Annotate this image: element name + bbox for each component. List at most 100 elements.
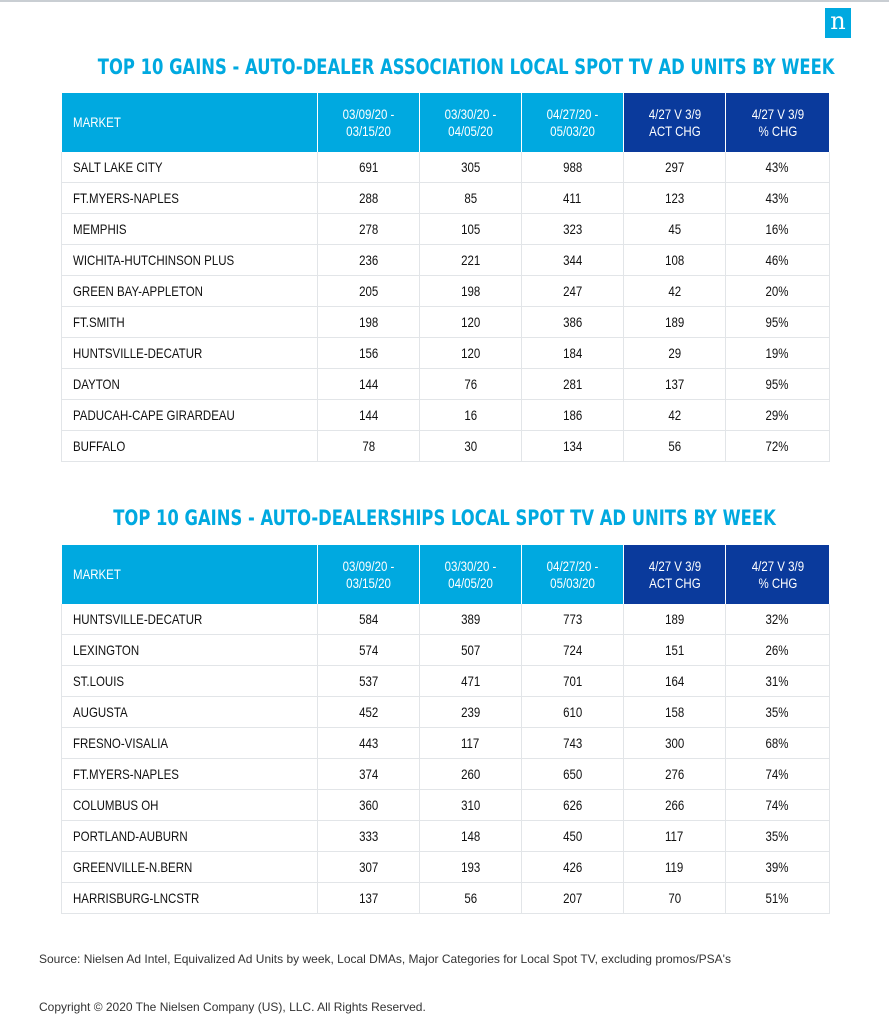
value-cell: 16% — [725, 213, 830, 245]
market-cell: FT.SMITH — [61, 306, 318, 338]
header-week-0309: 03/09/20 - 03/15/20 — [317, 93, 420, 152]
table-row: FT.SMITH 198 120 386 189 95% — [61, 306, 830, 338]
table-row: AUGUSTA 452 239 610 158 35% — [61, 696, 830, 728]
value-cell: 56 — [419, 882, 522, 914]
value-cell: 117 — [623, 820, 726, 852]
value-cell: 276 — [623, 758, 726, 790]
market-cell: MEMPHIS — [61, 213, 318, 245]
table-row: PORTLAND-AUBURN 333 148 450 117 35% — [61, 820, 830, 852]
value-cell: 305 — [419, 152, 522, 183]
table-row: HARRISBURG-LNCSTR 137 56 207 70 51% — [61, 882, 830, 914]
table-row: GREEN BAY-APPLETON 205 198 247 42 20% — [61, 275, 830, 307]
value-cell: 278 — [317, 213, 420, 245]
value-cell: 156 — [317, 337, 420, 369]
value-cell: 105 — [419, 213, 522, 245]
value-cell: 76 — [419, 368, 522, 400]
value-cell: 108 — [623, 244, 726, 276]
header-pct-chg: 4/27 V 3/9 % CHG — [725, 545, 830, 604]
header-week-0330: 03/30/20 - 04/05/20 — [419, 93, 522, 152]
value-cell: 184 — [521, 337, 624, 369]
table-row: FRESNO-VISALIA 443 117 743 300 68% — [61, 727, 830, 759]
value-cell: 626 — [521, 789, 624, 821]
value-cell: 426 — [521, 851, 624, 883]
value-cell: 537 — [317, 665, 420, 697]
market-cell: FT.MYERS-NAPLES — [61, 758, 318, 790]
header-act-chg: 4/27 V 3/9 ACT CHG — [623, 93, 726, 152]
value-cell: 247 — [521, 275, 624, 307]
value-cell: 610 — [521, 696, 624, 728]
value-cell: 32% — [725, 604, 830, 635]
table-row: FT.MYERS-NAPLES 288 85 411 123 43% — [61, 182, 830, 214]
value-cell: 239 — [419, 696, 522, 728]
value-cell: 158 — [623, 696, 726, 728]
value-cell: 186 — [521, 399, 624, 431]
header-market: MARKET — [61, 93, 318, 152]
value-cell: 198 — [419, 275, 522, 307]
value-cell: 411 — [521, 182, 624, 214]
value-cell: 310 — [419, 789, 522, 821]
value-cell: 189 — [623, 306, 726, 338]
value-cell: 20% — [725, 275, 830, 307]
value-cell: 574 — [317, 634, 420, 666]
value-cell: 360 — [317, 789, 420, 821]
value-cell: 26% — [725, 634, 830, 666]
table-row: GREENVILLE-N.BERN 307 193 426 119 39% — [61, 851, 830, 883]
table-row: FT.MYERS-NAPLES 374 260 650 276 74% — [61, 758, 830, 790]
value-cell: 221 — [419, 244, 522, 276]
header-pct-chg: 4/27 V 3/9 % CHG — [725, 93, 830, 152]
value-cell: 151 — [623, 634, 726, 666]
value-cell: 333 — [317, 820, 420, 852]
value-cell: 74% — [725, 758, 830, 790]
value-cell: 307 — [317, 851, 420, 883]
value-cell: 701 — [521, 665, 624, 697]
market-cell: HUNTSVILLE-DECATUR — [61, 604, 318, 635]
value-cell: 205 — [317, 275, 420, 307]
value-cell: 74% — [725, 789, 830, 821]
market-cell: AUGUSTA — [61, 696, 318, 728]
value-cell: 35% — [725, 696, 830, 728]
table-row: HUNTSVILLE-DECATUR 156 120 184 29 19% — [61, 337, 830, 369]
value-cell: 144 — [317, 399, 420, 431]
value-cell: 650 — [521, 758, 624, 790]
value-cell: 137 — [623, 368, 726, 400]
value-cell: 42 — [623, 399, 726, 431]
nielsen-logo: n — [825, 8, 851, 38]
table2-title: TOP 10 GAINS - AUTO-DEALERSHIPS LOCAL SP… — [113, 506, 776, 530]
market-cell: HUNTSVILLE-DECATUR — [61, 337, 318, 369]
value-cell: 137 — [317, 882, 420, 914]
value-cell: 374 — [317, 758, 420, 790]
value-cell: 95% — [725, 368, 830, 400]
value-cell: 42 — [623, 275, 726, 307]
value-cell: 29% — [725, 399, 830, 431]
value-cell: 70 — [623, 882, 726, 914]
value-cell: 30 — [419, 430, 522, 462]
table-row: SALT LAKE CITY 691 305 988 297 43% — [61, 152, 830, 183]
value-cell: 46% — [725, 244, 830, 276]
header-row: MARKET 03/09/20 - 03/15/20 03/30/20 - 04/0… — [61, 93, 830, 152]
value-cell: 144 — [317, 368, 420, 400]
value-cell: 29 — [623, 337, 726, 369]
value-cell: 119 — [623, 851, 726, 883]
table-row: BUFFALO 78 30 134 56 72% — [61, 430, 830, 462]
header-act-chg: 4/27 V 3/9 ACT CHG — [623, 545, 726, 604]
value-cell: 31% — [725, 665, 830, 697]
table-row: ST.LOUIS 537 471 701 164 31% — [61, 665, 830, 697]
value-cell: 386 — [521, 306, 624, 338]
market-cell: BUFFALO — [61, 430, 318, 462]
value-cell: 743 — [521, 727, 624, 759]
value-cell: 507 — [419, 634, 522, 666]
value-cell: 297 — [623, 152, 726, 183]
market-cell: WICHITA-HUTCHINSON PLUS — [61, 244, 318, 276]
market-cell: ST.LOUIS — [61, 665, 318, 697]
top-divider — [0, 0, 889, 2]
market-cell: DAYTON — [61, 368, 318, 400]
header-market: MARKET — [61, 545, 318, 604]
value-cell: 281 — [521, 368, 624, 400]
value-cell: 120 — [419, 306, 522, 338]
value-cell: 450 — [521, 820, 624, 852]
header-row: MARKET 03/09/20 - 03/15/20 03/30/20 - 04/0… — [61, 545, 830, 604]
value-cell: 988 — [521, 152, 624, 183]
source-note: Source: Nielsen Ad Intel, Equivalized Ad… — [39, 952, 731, 966]
value-cell: 389 — [419, 604, 522, 635]
value-cell: 72% — [725, 430, 830, 462]
